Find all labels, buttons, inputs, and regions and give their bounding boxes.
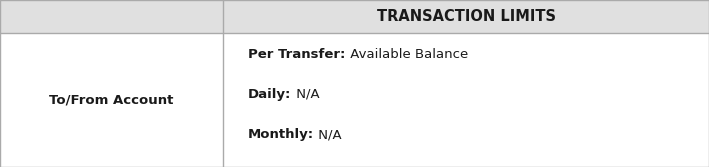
Text: TRANSACTION LIMITS: TRANSACTION LIMITS [376,9,556,24]
Text: Available Balance: Available Balance [345,48,468,61]
Bar [0,33,709,167]
Text: Per Transfer:: Per Transfer: [248,48,345,61]
Text: N/A: N/A [291,88,319,101]
Text: To/From Account: To/From Account [50,93,174,106]
Bar [0,0,709,33]
Text: Daily:: Daily: [248,88,291,101]
Text: N/A: N/A [314,128,342,141]
Text: Monthly:: Monthly: [248,128,314,141]
